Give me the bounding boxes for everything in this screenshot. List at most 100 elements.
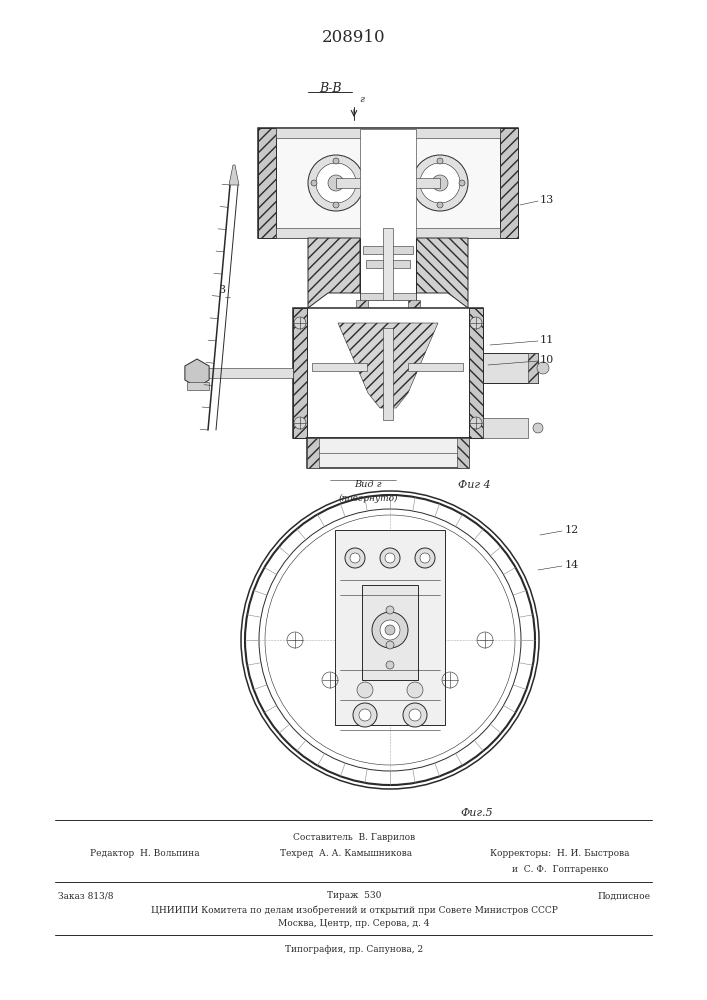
Circle shape — [407, 682, 423, 698]
Bar — [363, 316, 413, 324]
Circle shape — [380, 548, 400, 568]
Text: 11: 11 — [540, 335, 554, 345]
Bar — [383, 328, 393, 420]
Text: (повернуто): (повернуто) — [338, 494, 398, 503]
Bar — [307, 438, 319, 468]
Text: 10: 10 — [540, 355, 554, 365]
Bar — [363, 338, 413, 346]
Bar — [187, 382, 209, 390]
Circle shape — [245, 495, 535, 785]
Text: Подписное: Подписное — [597, 892, 650, 900]
Text: 3: 3 — [218, 285, 225, 295]
Bar — [366, 260, 410, 268]
Circle shape — [355, 180, 361, 186]
Text: В-В: В-В — [319, 82, 341, 95]
Bar — [383, 228, 393, 403]
Circle shape — [345, 548, 365, 568]
Circle shape — [403, 703, 427, 727]
Circle shape — [380, 620, 400, 640]
Text: Фиг 4: Фиг 4 — [458, 480, 491, 490]
Bar — [293, 308, 307, 438]
Circle shape — [350, 553, 360, 563]
Polygon shape — [338, 323, 438, 408]
Text: Техред  А. А. Камышникова: Техред А. А. Камышникова — [280, 850, 412, 858]
Bar — [307, 438, 469, 468]
Bar — [360, 358, 416, 368]
Bar — [483, 418, 528, 438]
Bar — [362, 585, 418, 680]
Circle shape — [316, 163, 356, 203]
Bar — [483, 353, 538, 383]
Bar — [356, 366, 420, 380]
Circle shape — [357, 682, 373, 698]
Bar — [376, 258, 400, 266]
Circle shape — [386, 661, 394, 669]
Circle shape — [353, 703, 377, 727]
Bar — [500, 128, 518, 238]
Circle shape — [328, 175, 344, 191]
Circle shape — [386, 606, 394, 614]
Bar — [205, 368, 293, 378]
Bar — [363, 246, 413, 254]
Text: 12: 12 — [565, 525, 579, 535]
Circle shape — [409, 709, 421, 721]
Polygon shape — [229, 165, 239, 185]
Circle shape — [420, 163, 460, 203]
Text: Типография, пр. Сапунова, 2: Типография, пр. Сапунова, 2 — [285, 946, 423, 954]
Circle shape — [537, 362, 549, 374]
Circle shape — [385, 553, 395, 563]
Bar — [276, 128, 500, 138]
Bar — [469, 308, 483, 438]
Bar — [457, 438, 469, 468]
Bar — [335, 530, 445, 725]
Circle shape — [415, 180, 421, 186]
Polygon shape — [416, 238, 468, 308]
Text: Вид г: Вид г — [354, 480, 382, 489]
Text: Заказ 813/8: Заказ 813/8 — [58, 892, 114, 900]
Bar — [312, 363, 367, 371]
Polygon shape — [308, 238, 360, 308]
Text: 208910: 208910 — [322, 29, 386, 46]
Circle shape — [470, 417, 482, 429]
Circle shape — [412, 155, 468, 211]
Circle shape — [372, 612, 408, 648]
Circle shape — [294, 417, 306, 429]
Circle shape — [415, 548, 435, 568]
Bar — [360, 129, 416, 294]
Circle shape — [432, 175, 448, 191]
Bar — [293, 308, 483, 438]
Text: Корректоры:  Н. И. Быстрова: Корректоры: Н. И. Быстрова — [490, 850, 629, 858]
Bar — [356, 300, 420, 314]
Text: Составитель  В. Гаврилов: Составитель В. Гаврилов — [293, 834, 415, 842]
Bar — [368, 300, 408, 314]
Circle shape — [311, 180, 317, 186]
Circle shape — [420, 553, 430, 563]
Text: Москва, Центр, пр. Серова, д. 4: Москва, Центр, пр. Серова, д. 4 — [279, 920, 430, 928]
Bar — [380, 238, 396, 260]
Text: Тираж  530: Тираж 530 — [327, 892, 381, 900]
Polygon shape — [185, 359, 209, 387]
Bar — [363, 380, 413, 388]
Text: г: г — [360, 96, 364, 104]
Bar — [360, 293, 416, 303]
Circle shape — [437, 158, 443, 164]
Bar — [528, 353, 538, 383]
Bar — [408, 363, 463, 371]
Circle shape — [333, 202, 339, 208]
Circle shape — [308, 155, 364, 211]
Circle shape — [385, 625, 395, 635]
Circle shape — [294, 317, 306, 329]
Circle shape — [459, 180, 465, 186]
Text: и  С. Ф.  Гоптаренко: и С. Ф. Гоптаренко — [512, 865, 609, 874]
Bar — [258, 128, 518, 238]
Text: 14: 14 — [565, 560, 579, 570]
Bar — [368, 366, 408, 380]
Circle shape — [333, 158, 339, 164]
Circle shape — [470, 317, 482, 329]
Text: Редактор  Н. Вольпина: Редактор Н. Вольпина — [90, 850, 199, 858]
Bar — [258, 128, 276, 238]
Text: 13: 13 — [540, 195, 554, 205]
Circle shape — [359, 709, 371, 721]
Bar — [276, 228, 500, 238]
Circle shape — [437, 202, 443, 208]
